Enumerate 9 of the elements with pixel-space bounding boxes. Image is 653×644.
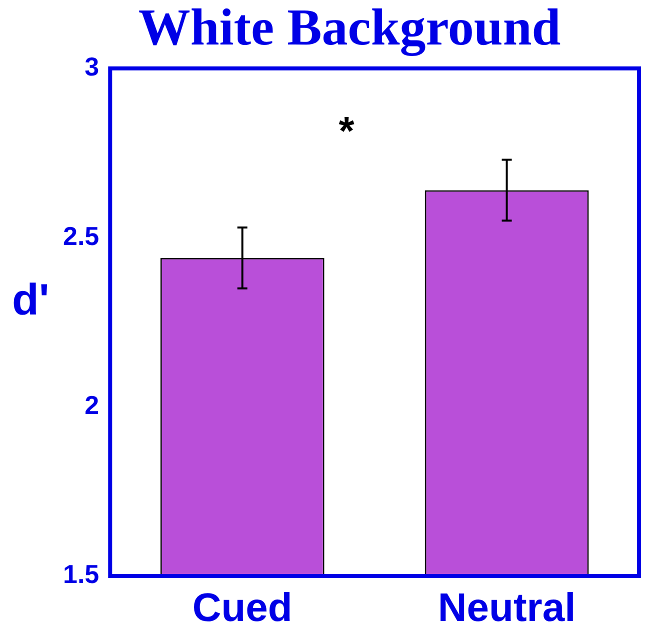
y-tick-label: 1.5 — [62, 559, 100, 590]
y-tick-label: 2.5 — [62, 220, 100, 251]
x-tick-label: Neutral — [438, 586, 576, 630]
y-tick-label: 3 — [84, 52, 100, 82]
y-axis-title: d' — [12, 275, 50, 324]
x-tick-label: Cued — [192, 586, 292, 630]
chart-title: White Background — [138, 0, 561, 57]
annotation: * — [338, 109, 355, 154]
y-tick-label: 2 — [84, 390, 100, 420]
